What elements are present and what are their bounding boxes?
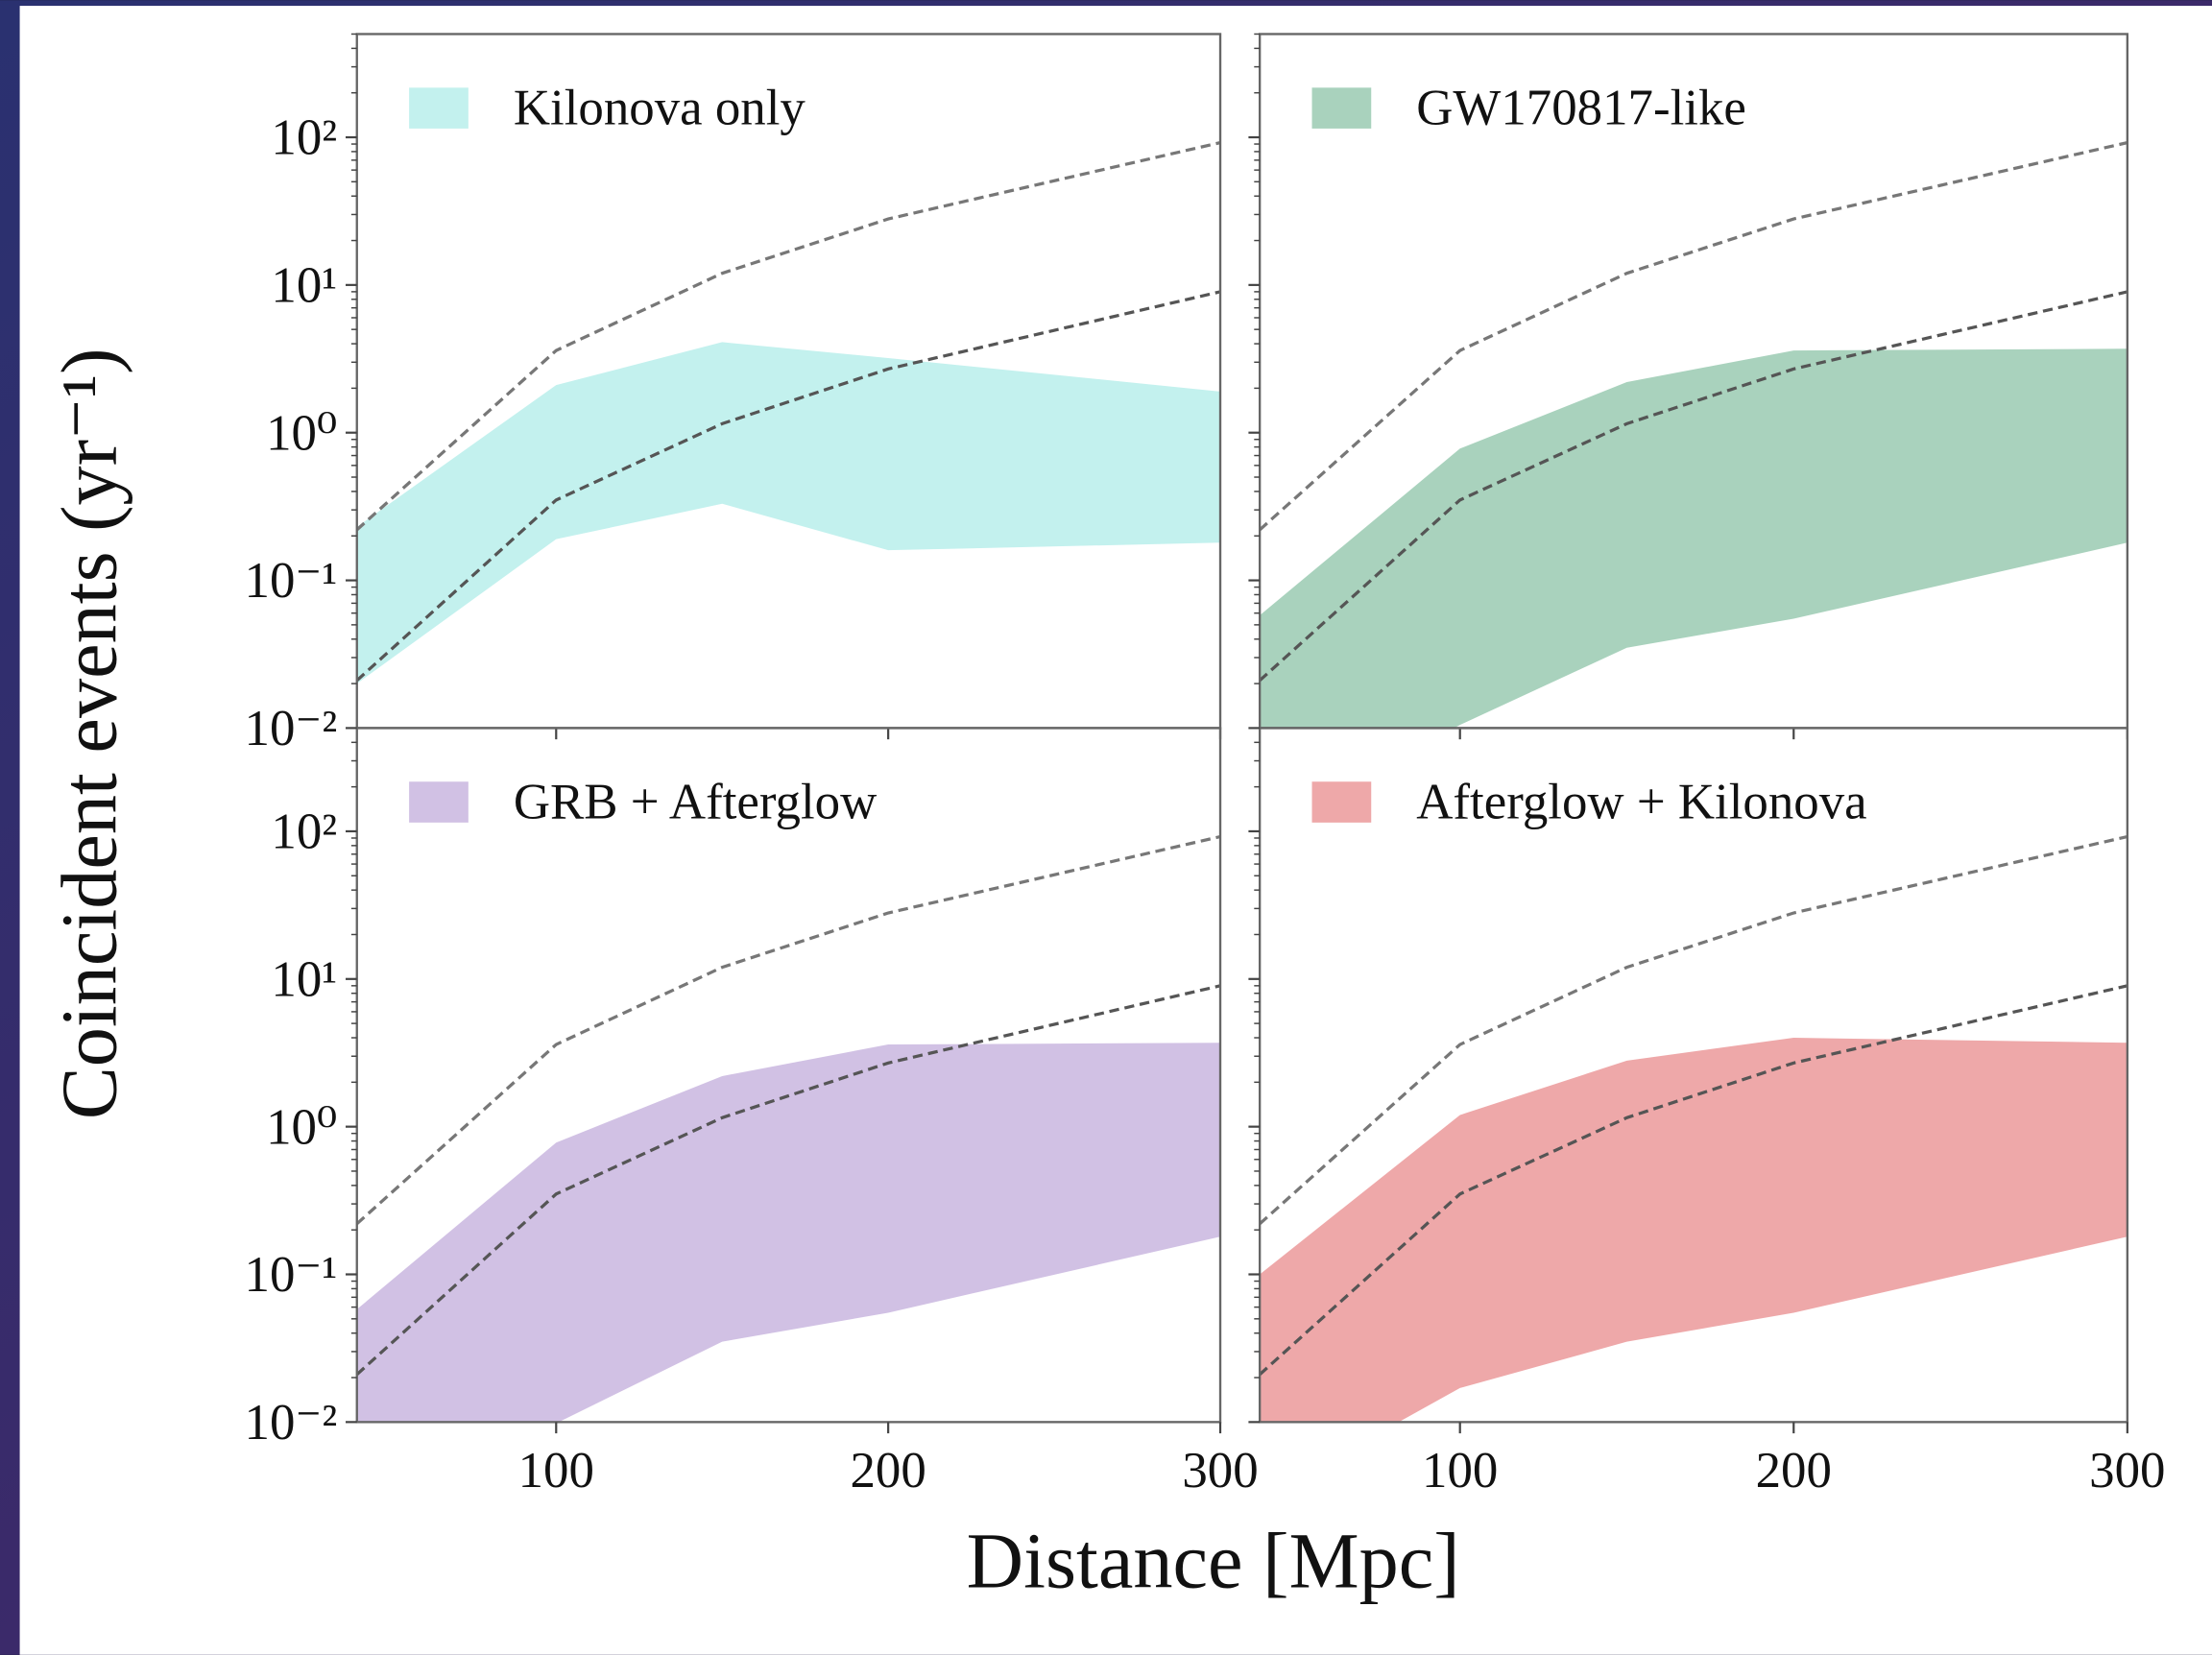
reference-line xyxy=(1260,290,2128,683)
y-tick-label: 10⁰ xyxy=(266,1099,337,1155)
y-tick-label: 10² xyxy=(271,804,337,860)
y-axis-label: Coincident events (yr⁻¹) xyxy=(45,348,132,1119)
x-tick-label: 100 xyxy=(518,1443,594,1499)
band-area xyxy=(1260,348,2128,729)
legend-swatch xyxy=(409,781,469,823)
band-area xyxy=(356,342,1221,684)
legend-label: GW170817-like xyxy=(1416,81,1746,136)
y-tick-label: 10¹ xyxy=(271,951,337,1007)
y-tick-label: 10⁰ xyxy=(266,405,337,461)
legend-swatch xyxy=(1311,87,1372,129)
band-area xyxy=(356,1043,1221,1423)
x-tick-label: 200 xyxy=(850,1443,926,1499)
reference-line xyxy=(356,984,1221,1376)
plot-area xyxy=(356,141,1221,684)
x-tick-label: 200 xyxy=(1756,1443,1832,1499)
x-tick-label: 300 xyxy=(2089,1443,2165,1499)
reference-line xyxy=(1260,834,2128,1226)
reference-line xyxy=(356,834,1221,1226)
band-area xyxy=(1260,1038,2128,1423)
x-tick-label: 100 xyxy=(1422,1443,1498,1499)
legend-swatch xyxy=(1311,781,1372,823)
plot-area xyxy=(1260,141,2128,729)
y-tick-label: 10² xyxy=(271,110,337,166)
y-tick-label: 10¹ xyxy=(271,257,337,313)
plot-area xyxy=(356,834,1221,1423)
y-tick-label: 10⁻¹ xyxy=(245,1247,338,1303)
x-axis-label: Distance [Mpc] xyxy=(967,1517,1460,1604)
plot-area xyxy=(1260,834,2128,1423)
x-tick-label: 300 xyxy=(1182,1443,1258,1499)
legend-swatch xyxy=(409,87,469,129)
legend-label: GRB + Afterglow xyxy=(514,774,877,829)
reference-line xyxy=(356,141,1221,532)
reference-line xyxy=(1260,984,2128,1376)
panel-frame xyxy=(1258,727,2129,1424)
legend-label: Kilonova only xyxy=(514,81,806,136)
reference-line xyxy=(1260,141,2128,532)
panel-frame xyxy=(355,727,1222,1424)
y-tick-label: 10⁻² xyxy=(245,701,338,756)
reference-line xyxy=(356,290,1221,683)
y-tick-label: 10⁻¹ xyxy=(245,553,338,609)
legend-label: Afterglow + Kilonova xyxy=(1416,774,1866,829)
y-tick-label: 10⁻² xyxy=(245,1395,338,1451)
